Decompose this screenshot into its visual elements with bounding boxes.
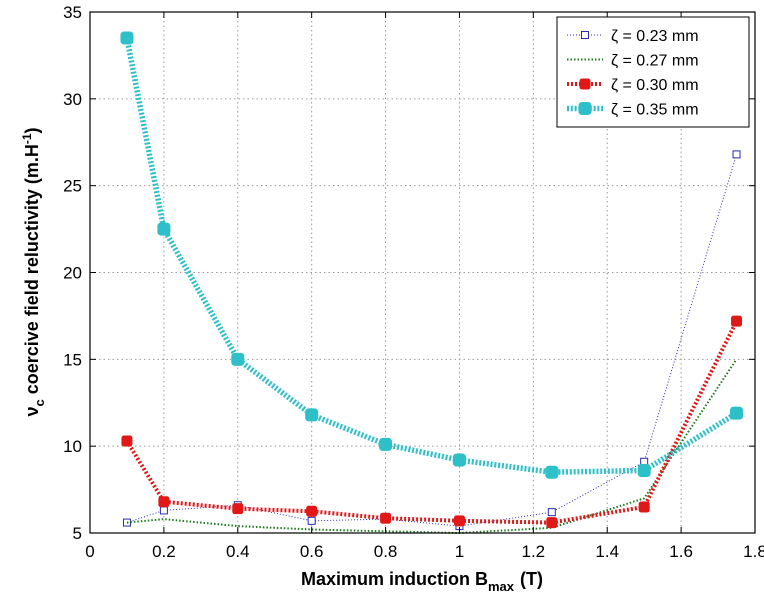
series-3-point [546, 517, 558, 529]
series-3-point [306, 505, 318, 517]
y-axis-label: νc coercive field reluctivity (m.H-1) [20, 127, 47, 416]
x-axis-label-unit: (T) [520, 569, 543, 589]
x-axis-label: Maximum induction Bmax (T) [301, 569, 543, 594]
y-tick-label: 10 [63, 437, 82, 456]
series-3-point [731, 315, 743, 327]
y-axis-label-sup: -1 [20, 133, 34, 144]
legend-entry-4: ζ = 0.35 mm [567, 102, 699, 119]
x-tick-label: 0.2 [152, 542, 176, 561]
y-tick-label: 5 [73, 524, 82, 543]
legend-swatch-marker [579, 78, 591, 90]
x-axis-label-sub: max [488, 579, 515, 594]
legend: ζ = 0.23 mm ζ = 0.27 mm ζ = 0.30 mm ζ = 0.3… [556, 16, 750, 128]
series-3-point [232, 503, 244, 515]
series-4-point [157, 222, 171, 236]
series-1-point [307, 516, 316, 525]
x-tick-label: 0.4 [226, 542, 250, 561]
x-tick-label: 1.2 [522, 542, 546, 561]
series-line-1 [126, 154, 737, 527]
legend-entry-3: ζ = 0.30 mm [567, 77, 699, 94]
series-4-point [379, 437, 393, 451]
series-3-point [121, 435, 133, 447]
x-axis-label-main: Maximum induction B [301, 569, 488, 589]
y-axis-label-symbol: ν [22, 406, 42, 416]
y-tick-label: 15 [63, 350, 82, 369]
y-axis-label-rest: coercive field reluctivity (m.H [22, 144, 42, 399]
series-3-point [453, 515, 465, 527]
x-tick-label: 0 [85, 542, 94, 561]
series-4-point [545, 465, 559, 479]
series-4-point [305, 408, 319, 422]
series-1-point [159, 506, 168, 515]
series-4-point [452, 453, 466, 467]
legend-label: ζ = 0.23 mm [611, 28, 699, 45]
legend-swatch-marker [578, 102, 592, 115]
series-4 [120, 31, 744, 479]
legend-entry-2: ζ = 0.27 mm [567, 53, 699, 70]
ticks: 0 0.2 0.4 0.6 0.8 1 1.2 1.4 1.6 1.8 5 10 15 20 25 30 35 [63, 3, 764, 561]
series-4-point [730, 406, 744, 420]
series-3-point [638, 501, 650, 513]
y-axis-label-end: ) [22, 127, 42, 133]
legend-swatch-marker [581, 31, 589, 39]
x-tick-label: 1.8 [743, 542, 764, 561]
x-tick-label: 0.8 [374, 542, 398, 561]
series-3-point [380, 512, 392, 524]
y-tick-label: 35 [63, 3, 82, 22]
x-tick-label: 1.6 [669, 542, 693, 561]
series-4-point [231, 352, 245, 366]
legend-label: ζ = 0.30 mm [611, 77, 699, 94]
series-line-4 [124, 37, 738, 475]
x-tick-label: 1 [455, 542, 464, 561]
series-1-point [732, 150, 741, 159]
x-tick-label: 0.6 [300, 542, 324, 561]
series-4-point [637, 463, 651, 477]
y-tick-label: 20 [63, 264, 82, 283]
legend-entry-1: ζ = 0.23 mm [567, 28, 699, 45]
series-3-point [158, 496, 170, 508]
legend-label: ζ = 0.35 mm [611, 102, 699, 119]
y-axis-label-sub: c [32, 399, 47, 406]
x-tick-label: 1.4 [595, 542, 619, 561]
series-4-point [120, 31, 134, 45]
y-tick-label: 25 [63, 177, 82, 196]
series-1-point [547, 508, 556, 517]
series-3 [121, 315, 743, 529]
legend-label: ζ = 0.27 mm [611, 53, 699, 70]
y-tick-label: 30 [63, 90, 82, 109]
